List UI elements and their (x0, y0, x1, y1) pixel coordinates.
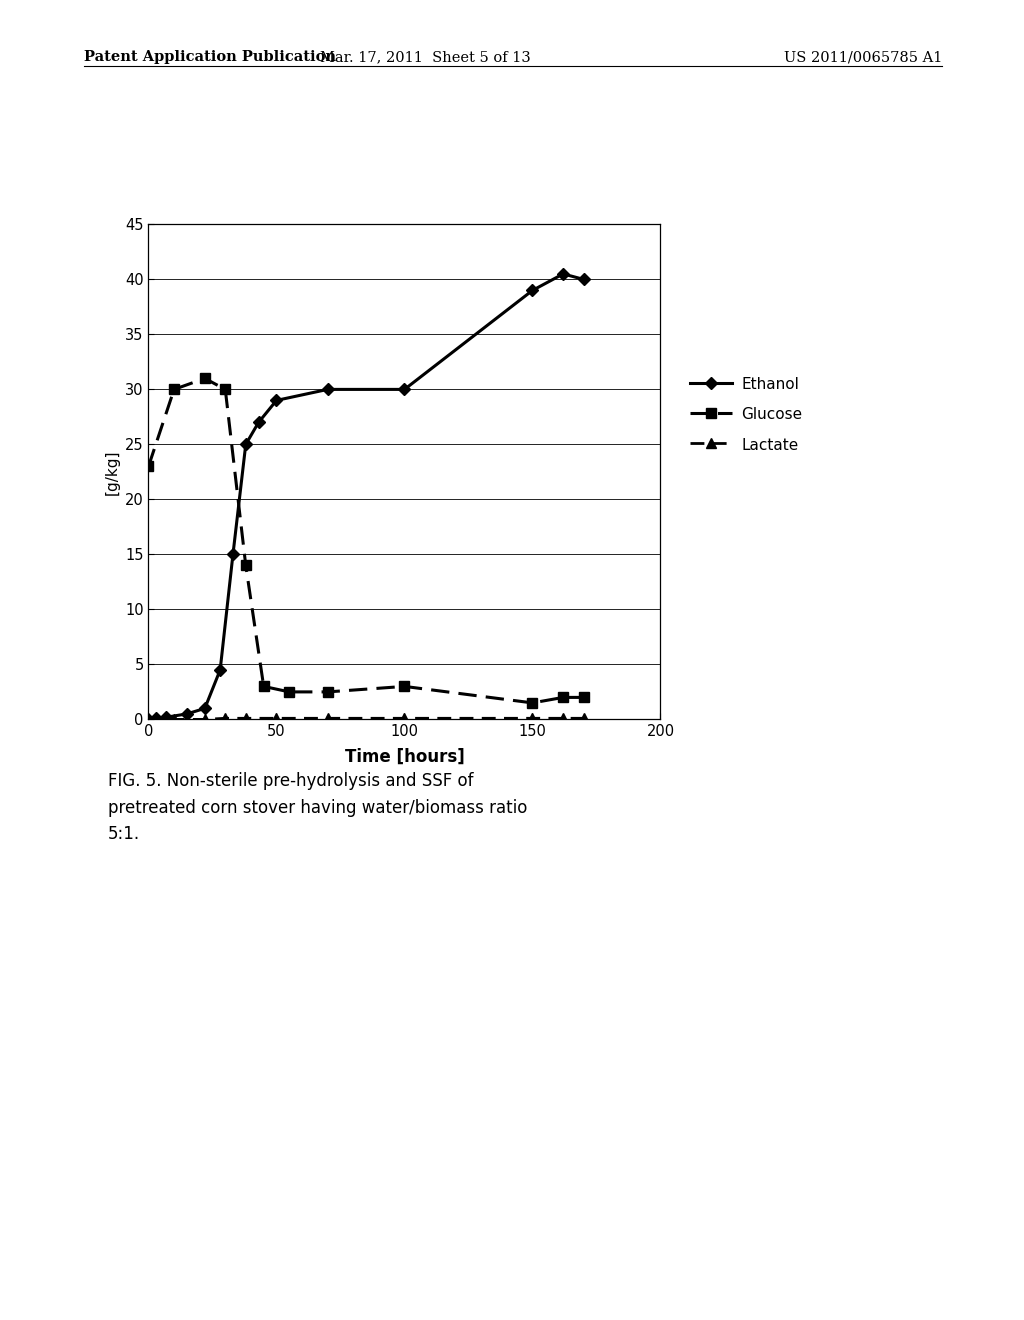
Lactate (557, 710, 569, 726)
Ethanol (240, 437, 252, 453)
Lactate (219, 710, 231, 726)
Ethanol (199, 701, 211, 717)
Glucose (258, 678, 270, 694)
Line: Ethanol: Ethanol (144, 269, 588, 723)
Line: Lactate: Lactate (144, 714, 588, 723)
Glucose (199, 371, 211, 387)
Lactate (270, 710, 283, 726)
Lactate (240, 710, 252, 726)
Ethanol (526, 282, 539, 298)
Lactate (142, 711, 155, 727)
Lactate (322, 710, 334, 726)
Ethanol (226, 546, 239, 562)
Ethanol (142, 711, 155, 727)
Ethanol (322, 381, 334, 397)
Lactate (526, 710, 539, 726)
Glucose (219, 381, 231, 397)
X-axis label: Time [hours]: Time [hours] (345, 747, 464, 766)
Ethanol (557, 265, 569, 281)
Ethanol (270, 392, 283, 408)
Glucose (240, 557, 252, 573)
Ethanol (150, 710, 162, 726)
Glucose (557, 689, 569, 705)
Glucose (142, 458, 155, 474)
Glucose (168, 381, 180, 397)
Ethanol (252, 414, 264, 430)
Text: Mar. 17, 2011  Sheet 5 of 13: Mar. 17, 2011 Sheet 5 of 13 (319, 50, 530, 65)
Glucose (283, 684, 295, 700)
Lactate (199, 711, 211, 727)
Ethanol (214, 663, 226, 678)
Text: FIG. 5. Non-sterile pre-hydrolysis and SSF of
pretreated corn stover having wate: FIG. 5. Non-sterile pre-hydrolysis and S… (108, 772, 527, 843)
Glucose (578, 689, 590, 705)
Text: Patent Application Publication: Patent Application Publication (84, 50, 336, 65)
Lactate (398, 710, 411, 726)
Glucose (526, 694, 539, 710)
Glucose (322, 684, 334, 700)
Ethanol (160, 709, 172, 725)
Line: Glucose: Glucose (143, 374, 589, 708)
Ethanol (180, 706, 193, 722)
Text: US 2011/0065785 A1: US 2011/0065785 A1 (783, 50, 942, 65)
Glucose (398, 678, 411, 694)
Y-axis label: [g/kg]: [g/kg] (104, 449, 120, 495)
Lactate (168, 711, 180, 727)
Legend: Ethanol, Glucose, Lactate: Ethanol, Glucose, Lactate (683, 371, 809, 458)
Lactate (578, 710, 590, 726)
Ethanol (578, 272, 590, 288)
Ethanol (398, 381, 411, 397)
